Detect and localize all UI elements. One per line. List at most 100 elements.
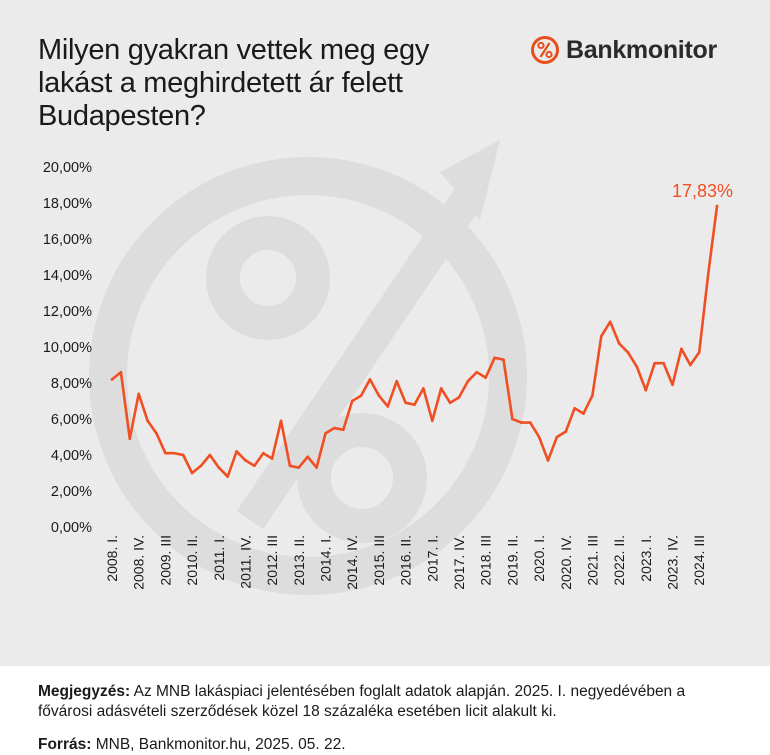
data-point <box>199 464 203 468</box>
note-label: Megjegyzés: <box>38 683 131 700</box>
data-point <box>404 401 407 405</box>
line-chart: 0,00% 2,00% 4,00% 6,00% 8,00% 10,00% 12,00% 14,… <box>43 140 733 595</box>
y-tick-label: 16,00% <box>43 232 92 248</box>
data-point <box>190 471 194 475</box>
data-point <box>422 387 425 390</box>
data-point <box>546 459 550 462</box>
data-labels: 17,83% <box>672 181 733 201</box>
data-point <box>128 437 132 441</box>
footnotes: Megjegyzés: Az MNB lakáspiaci jelentéséb… <box>38 682 738 755</box>
source-text: MNB, Bankmonitor.hu, 2025. 05. 22. <box>91 736 346 753</box>
note-text: Az MNB lakáspiaci jelentésében foglalt a… <box>38 683 686 720</box>
data-point <box>573 406 576 410</box>
data-point <box>662 361 665 365</box>
x-tick-label: 2017. IV. <box>451 535 467 590</box>
data-point <box>181 453 185 457</box>
data-point <box>395 379 399 383</box>
data-point <box>689 363 692 367</box>
data-point <box>235 450 238 453</box>
y-tick-label: 10,00% <box>43 340 92 356</box>
source-label: Forrás: <box>38 736 92 753</box>
data-point <box>617 342 621 345</box>
data-point <box>715 204 719 208</box>
data-point <box>653 361 657 365</box>
x-tick-label: 2015. III <box>371 535 387 586</box>
x-axis: 2008. I. 2008. IV. 2009. III 2010. II. 2011.… <box>104 535 707 590</box>
y-tick-label: 4,00% <box>51 448 92 464</box>
note-paragraph: Megjegyzés: Az MNB lakáspiaci jelentéséb… <box>38 682 738 722</box>
y-tick-label: 8,00% <box>51 376 92 392</box>
x-tick-label: 2010. II. <box>184 535 200 586</box>
data-point <box>279 419 283 423</box>
data-point <box>475 370 479 374</box>
data-point <box>226 475 229 478</box>
x-tick-label: 2020. IV. <box>558 535 574 590</box>
data-point <box>208 453 212 457</box>
data-point <box>564 430 568 433</box>
x-tick-label: 2019. II. <box>504 535 520 586</box>
page-title: Milyen gyakran vettek meg egy lakást a m… <box>38 34 430 132</box>
source-paragraph: Forrás: MNB, Bankmonitor.hu, 2025. 05. 2… <box>38 735 738 755</box>
data-point <box>172 451 176 455</box>
x-tick-label: 2013. II. <box>291 535 307 586</box>
x-tick-label: 2018. III <box>478 535 494 586</box>
data-point <box>359 394 363 397</box>
y-tick-label: 0,00% <box>51 520 92 536</box>
data-point <box>697 351 701 354</box>
x-tick-label: 2009. III <box>157 535 173 586</box>
series-path <box>110 204 719 478</box>
percent-icon <box>531 36 559 64</box>
x-tick-label: 2011. IV. <box>237 535 253 589</box>
x-tick-label: 2016. II. <box>398 535 414 586</box>
data-point <box>448 401 452 405</box>
data-point <box>377 394 381 397</box>
y-tick-label: 14,00% <box>43 268 92 284</box>
percent-watermark-icon <box>89 140 527 595</box>
x-tick-label: 2014. I. <box>318 535 334 582</box>
data-point <box>315 466 318 469</box>
data-point <box>333 426 336 430</box>
x-tick-label: 2020. I. <box>531 535 547 582</box>
data-point <box>270 457 274 460</box>
x-tick-label: 2012. III <box>264 535 280 586</box>
data-point <box>164 451 167 455</box>
data-point <box>342 428 345 432</box>
data-point <box>528 421 532 424</box>
data-point <box>671 383 674 387</box>
data-point <box>457 396 461 399</box>
data-point <box>155 432 158 435</box>
data-point <box>493 356 496 360</box>
data-point <box>680 347 683 351</box>
data-point <box>297 466 301 469</box>
x-tick-label: 2011. I. <box>211 535 227 581</box>
data-point <box>368 378 372 381</box>
data-point <box>439 387 443 390</box>
x-tick-label: 2008. IV. <box>131 535 147 590</box>
data-point <box>582 412 585 415</box>
data-point <box>466 379 470 383</box>
x-tick-label: 2014. IV. <box>344 535 360 590</box>
data-point <box>324 432 327 435</box>
data-point <box>591 394 594 397</box>
data-point <box>626 351 630 354</box>
data-point <box>537 435 541 439</box>
data-point <box>119 370 123 374</box>
x-tick-label: 2008. I. <box>104 535 120 582</box>
data-point <box>110 378 114 381</box>
logo-text: Bankmonitor <box>566 35 717 64</box>
data-point <box>350 399 354 403</box>
x-tick-label: 2021. III <box>584 535 600 586</box>
data-point <box>511 417 514 421</box>
data-point <box>608 320 612 324</box>
data-point <box>706 273 710 277</box>
data-point <box>306 455 310 459</box>
end-value-label: 17,83% <box>672 181 733 201</box>
x-tick-label: 2024. III <box>691 535 707 586</box>
data-point <box>146 419 149 423</box>
data-point <box>430 419 434 423</box>
data-point <box>519 421 523 424</box>
brand-logo: Bankmonitor <box>530 33 717 67</box>
data-point <box>413 403 416 406</box>
data-point <box>244 459 247 462</box>
y-tick-label: 20,00% <box>43 160 92 176</box>
